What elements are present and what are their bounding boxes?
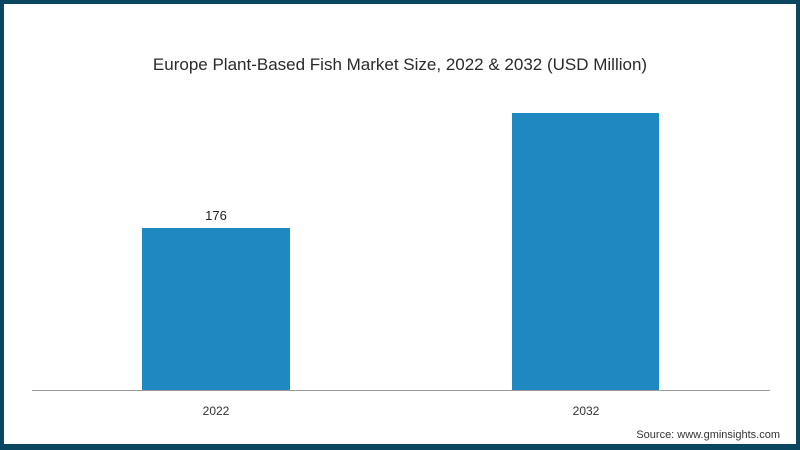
x-tick-label-2022: 2022 bbox=[202, 404, 230, 418]
bar-2022 bbox=[142, 228, 290, 390]
source-note: Source: www.gminsights.com bbox=[636, 429, 780, 441]
chart-title: Europe Plant-Based Fish Market Size, 202… bbox=[152, 55, 648, 74]
x-axis-line bbox=[32, 390, 770, 391]
x-tick-label-2032: 2032 bbox=[572, 404, 600, 418]
chart-frame bbox=[4, 4, 796, 444]
bar-2032 bbox=[512, 113, 659, 390]
bar-value-label-2022: 176 bbox=[205, 208, 227, 223]
